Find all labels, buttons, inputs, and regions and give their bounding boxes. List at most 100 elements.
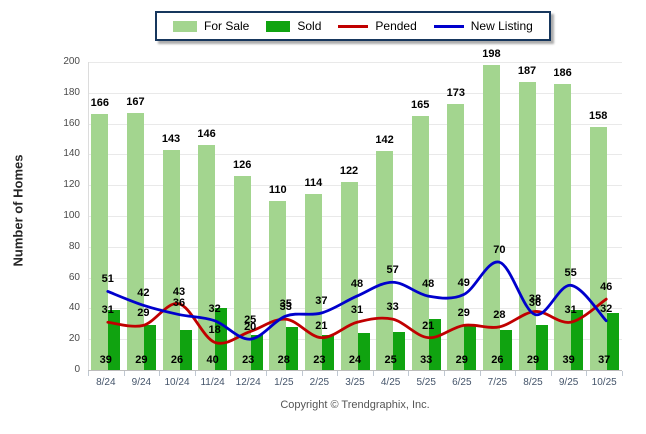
x-axis-tick [301, 371, 303, 376]
legend-swatch-new-listing [433, 24, 464, 28]
grid-line [88, 123, 622, 125]
x-tick-label: 8/25 [523, 377, 543, 388]
sold-value-label: 28 [277, 354, 290, 366]
for-sale-value-label: 166 [90, 97, 109, 110]
bar-sold [321, 334, 334, 370]
y-tick-label: 120 [63, 179, 80, 191]
new-listing-value-label: 35 [279, 298, 292, 311]
legend-item-pended: Pended [338, 19, 417, 33]
bar-sold [393, 331, 406, 370]
legend-item-sold: Sold [266, 19, 321, 33]
bar-for-sale [269, 200, 287, 370]
for-sale-value-label: 186 [553, 66, 572, 79]
sold-value-label: 23 [242, 354, 255, 366]
x-tick-label: 12/24 [235, 377, 261, 388]
sold-value-label: 33 [420, 354, 433, 366]
pended-value-label: 28 [493, 308, 506, 321]
x-axis-tick [88, 371, 89, 376]
legend-swatch-pended [338, 24, 369, 28]
x-axis-tick [479, 371, 481, 376]
new-listing-value-label: 36 [528, 296, 542, 309]
pended-value-label: 31 [101, 304, 114, 317]
x-tick-label: 3/25 [345, 377, 365, 388]
for-sale-value-label: 158 [589, 109, 608, 122]
pended-line [106, 297, 608, 345]
new-listing-line [106, 260, 608, 341]
x-axis-tick [123, 371, 125, 376]
x-axis-tick [550, 371, 552, 376]
pended-value-label: 43 [172, 285, 186, 298]
x-axis-tick [266, 371, 267, 376]
for-sale-value-label: 122 [339, 165, 359, 178]
pended-value-label: 33 [279, 301, 292, 314]
new-listing-value-label: 55 [564, 267, 577, 280]
sold-value-label: 40 [206, 354, 219, 366]
pended-value-label: 33 [386, 301, 399, 314]
new-listing-value-label: 48 [350, 278, 364, 291]
x-axis-tick [337, 371, 339, 376]
new-listing-value-label: 36 [172, 296, 186, 309]
x-tick-label: 11/24 [200, 377, 225, 388]
grid-line [88, 154, 622, 156]
pended-value-label: 21 [422, 319, 435, 332]
bar-for-sale [554, 83, 572, 370]
y-tick-label: 80 [68, 240, 80, 252]
pended-value-label: 29 [137, 307, 150, 320]
new-listing-value-label: 32 [600, 302, 613, 315]
for-sale-value-label: 167 [126, 95, 145, 108]
bar-for-sale [482, 65, 500, 370]
x-axis-tick [586, 371, 588, 376]
sold-value-label: 29 [135, 354, 148, 366]
for-sale-value-label: 110 [268, 183, 287, 196]
sold-value-label: 24 [348, 354, 362, 366]
x-tick-label: 8/24 [96, 377, 116, 388]
legend-label: Sold [297, 19, 322, 33]
pended-value-label: 21 [315, 319, 328, 332]
new-listing-value-label: 57 [386, 264, 399, 277]
y-tick-label: 60 [68, 271, 80, 283]
x-tick-label: 1/25 [274, 377, 294, 388]
bar-for-sale [233, 175, 251, 370]
y-tick-label: 0 [74, 364, 80, 375]
x-tick-label: 2/25 [309, 377, 330, 388]
x-tick-label: 10/25 [591, 377, 617, 388]
for-sale-value-label: 146 [197, 128, 216, 141]
bar-sold [535, 325, 548, 370]
pended-value-label: 25 [244, 313, 257, 326]
sold-value-label: 26 [170, 354, 184, 366]
y-tick-label: 140 [63, 148, 80, 160]
copyright-text: Copyright © Trendgraphix, Inc. [280, 399, 430, 411]
sold-value-label: 25 [384, 354, 397, 366]
sold-value-label: 37 [598, 354, 611, 366]
x-axis-tick [622, 371, 623, 376]
bar-for-sale [198, 145, 216, 370]
x-axis-tick [372, 371, 374, 376]
bar-sold [179, 329, 192, 370]
grid-line [88, 62, 622, 63]
sold-value-label: 26 [491, 354, 504, 366]
y-tick-label: 180 [63, 86, 80, 98]
x-tick-label: 5/25 [416, 377, 436, 388]
legend-swatch-sold [266, 20, 291, 32]
y-tick-label: 100 [63, 210, 80, 221]
sold-value-label: 29 [526, 354, 540, 366]
x-tick-label: 10/24 [164, 377, 190, 388]
for-sale-value-label: 187 [517, 65, 537, 78]
bar-for-sale [91, 114, 109, 370]
x-tick-label: 7/25 [487, 377, 508, 388]
legend-label: New Listing [470, 19, 533, 33]
x-axis-tick [230, 371, 232, 376]
x-axis-tick [194, 371, 196, 376]
new-listing-value-label: 70 [493, 244, 506, 257]
y-tick-label: 20 [68, 333, 80, 345]
bar-sold [571, 309, 584, 370]
bar-sold [286, 326, 299, 370]
x-axis-tick [515, 371, 517, 376]
new-listing-value-label: 48 [422, 278, 435, 291]
sold-value-label: 39 [99, 354, 112, 366]
for-sale-value-label: 114 [304, 177, 323, 190]
y-tick-label: 40 [68, 302, 80, 314]
x-tick-label: 6/25 [452, 377, 472, 388]
pended-value-label: 38 [528, 293, 542, 306]
